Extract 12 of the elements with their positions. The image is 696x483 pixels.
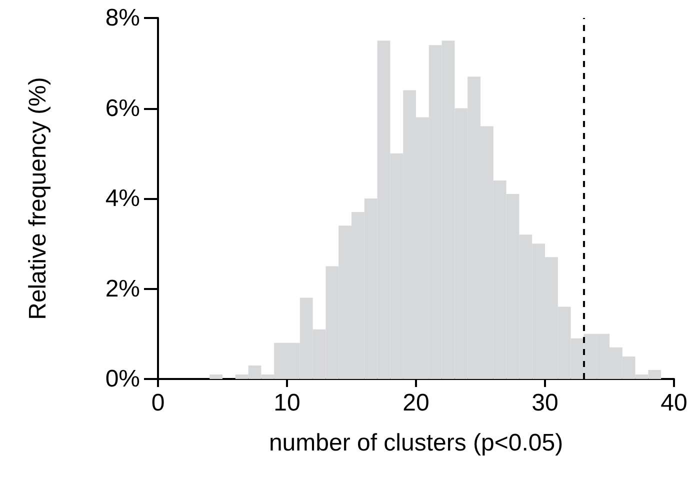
x-tick-label: 40 xyxy=(660,390,688,416)
y-tick-label: 8% xyxy=(105,4,140,32)
y-tick-label: 2% xyxy=(105,275,140,302)
y-tick-label: 4% xyxy=(105,185,140,212)
x-tick-label: 0 xyxy=(151,390,165,416)
x-tick-label: 10 xyxy=(274,390,300,416)
x-tick-label: 30 xyxy=(532,390,558,416)
y-tick-label: 0% xyxy=(105,366,140,392)
y-axis-title: Relative frequency (%) xyxy=(24,77,52,320)
y-tick-label: 6% xyxy=(105,94,140,122)
x-tick-label: 20 xyxy=(402,390,430,416)
x-axis-title: number of clusters (p<0.05) xyxy=(268,430,564,456)
